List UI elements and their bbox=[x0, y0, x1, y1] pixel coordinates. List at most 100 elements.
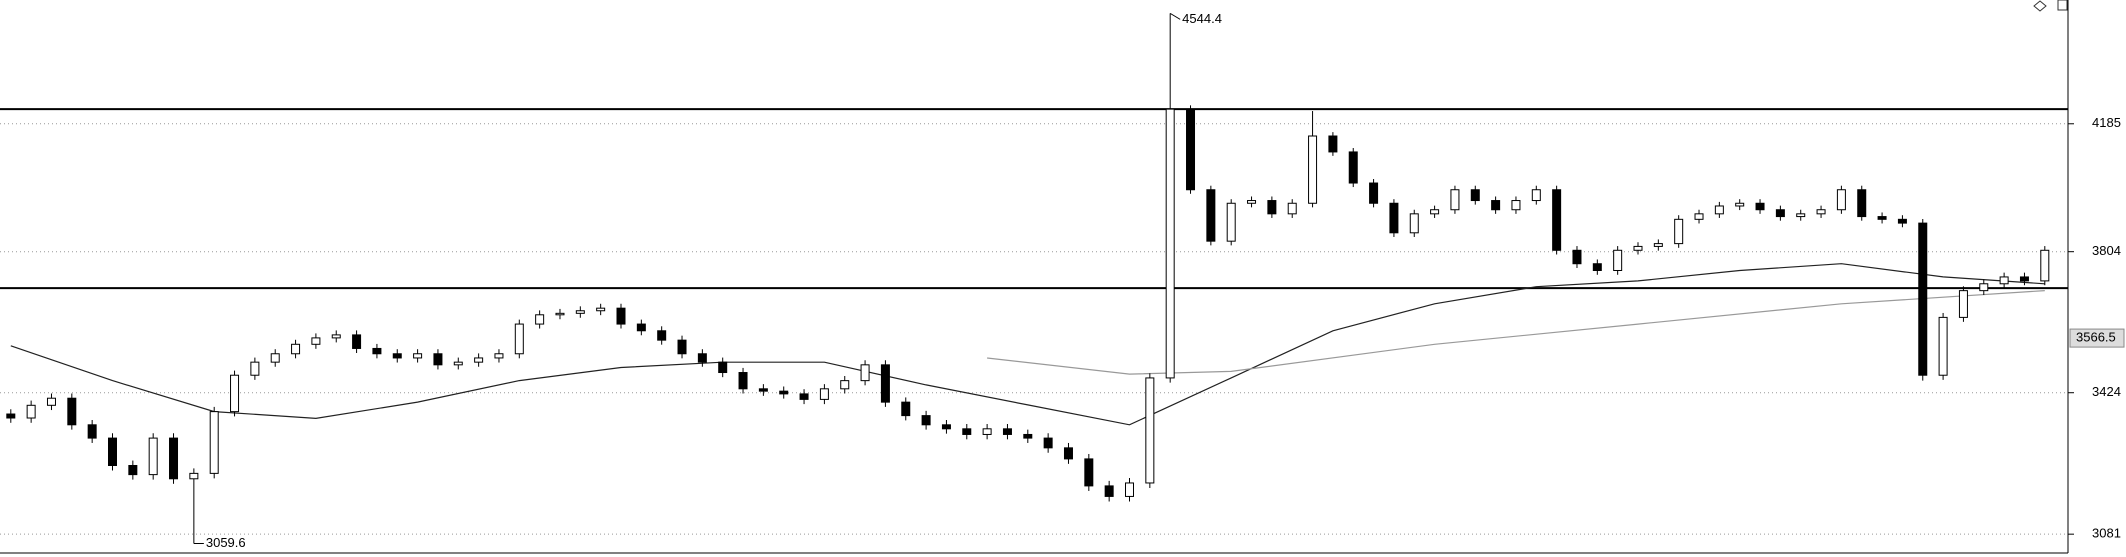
candle-body bbox=[189, 472, 199, 480]
candle-body bbox=[1125, 482, 1134, 497]
candle-body bbox=[1389, 202, 1399, 234]
candle-body bbox=[1287, 202, 1297, 215]
candle-body bbox=[392, 353, 402, 359]
y-tick-label: 4185 bbox=[2092, 115, 2121, 130]
candle-body bbox=[67, 397, 77, 426]
candle-body bbox=[2040, 249, 2050, 282]
icon[interactable] bbox=[2033, 0, 2047, 12]
candle-body bbox=[1613, 249, 1623, 271]
candle-body bbox=[1979, 283, 1989, 292]
candle-body bbox=[982, 428, 992, 435]
y-tick-label: 3081 bbox=[2092, 526, 2121, 541]
candle-body bbox=[738, 372, 748, 390]
candle-body bbox=[758, 388, 768, 392]
candle-body bbox=[514, 323, 524, 355]
candle-body bbox=[1572, 249, 1582, 265]
candle-body bbox=[1226, 202, 1236, 242]
candle-body bbox=[799, 393, 809, 400]
price-marker-label: 3566.5 bbox=[2076, 330, 2116, 345]
candle-body bbox=[1694, 213, 1704, 220]
candle-body bbox=[1491, 200, 1501, 211]
candle-body bbox=[108, 437, 117, 466]
high-pointer bbox=[1169, 12, 1181, 20]
candle-body bbox=[1247, 200, 1257, 204]
candle-body bbox=[1104, 485, 1114, 497]
candle-body bbox=[311, 337, 321, 345]
candle-body bbox=[535, 314, 545, 325]
moving-average bbox=[987, 290, 2045, 375]
candle-body bbox=[128, 464, 138, 476]
candle-body bbox=[1450, 189, 1460, 211]
candle-body bbox=[636, 323, 646, 332]
candle-body bbox=[921, 415, 931, 426]
candle-body bbox=[453, 361, 463, 366]
high-label: 4544.4 bbox=[1182, 11, 1222, 26]
candle-body bbox=[596, 307, 606, 312]
icon[interactable] bbox=[2057, 0, 2068, 11]
candle-body bbox=[270, 353, 280, 363]
candle-body bbox=[1328, 135, 1338, 153]
candle-body bbox=[901, 401, 911, 417]
candle-body bbox=[1145, 377, 1155, 484]
candle-body bbox=[1653, 243, 1663, 247]
candle-body bbox=[697, 353, 707, 363]
candle-body bbox=[1470, 189, 1480, 202]
candle-body bbox=[941, 424, 951, 430]
candle-body bbox=[1633, 245, 1643, 251]
candle-body bbox=[1714, 205, 1724, 215]
candle-body bbox=[616, 307, 626, 325]
candle-body bbox=[657, 330, 667, 341]
candle-body bbox=[1897, 218, 1907, 224]
candle-body bbox=[962, 428, 972, 435]
candle-body bbox=[148, 437, 158, 476]
candle-body bbox=[1084, 458, 1094, 487]
candle-body bbox=[209, 411, 219, 474]
candle-body bbox=[555, 312, 565, 316]
candle-body bbox=[169, 437, 179, 480]
candle-body bbox=[1063, 447, 1073, 460]
candle-body bbox=[87, 424, 97, 439]
candle-body bbox=[779, 390, 789, 395]
candle-body bbox=[1735, 202, 1745, 207]
candle-body bbox=[1958, 290, 1968, 318]
candle-body bbox=[880, 364, 890, 403]
candle-body bbox=[860, 364, 870, 382]
candle-body bbox=[1165, 108, 1175, 379]
candle-body bbox=[575, 310, 585, 314]
candle-body bbox=[1592, 263, 1602, 271]
candle-body bbox=[1857, 189, 1867, 218]
candle-body bbox=[1267, 200, 1277, 215]
candle-body bbox=[372, 347, 382, 355]
moving-average bbox=[10, 263, 2045, 426]
price-marker-box bbox=[2069, 328, 2125, 348]
candle-body bbox=[352, 334, 362, 349]
candle-body bbox=[1511, 200, 1521, 211]
candle-body bbox=[1308, 135, 1318, 204]
y-tick-label: 3804 bbox=[2092, 243, 2121, 258]
candle-body bbox=[1755, 202, 1765, 211]
candle-body bbox=[26, 404, 36, 419]
candle-body bbox=[1674, 218, 1684, 245]
candle-body bbox=[2019, 276, 2029, 282]
candle-body bbox=[1430, 209, 1440, 215]
candle-body bbox=[1531, 189, 1541, 202]
candle-body bbox=[230, 374, 240, 413]
candle-body bbox=[1775, 209, 1785, 218]
candle-body bbox=[677, 339, 687, 355]
candle-body bbox=[1043, 437, 1053, 449]
candle-body bbox=[413, 353, 423, 359]
candle-body bbox=[250, 361, 260, 376]
candle-body bbox=[1369, 182, 1379, 204]
candle-body bbox=[1206, 189, 1216, 242]
candle-body bbox=[1409, 213, 1419, 234]
candle-body bbox=[1796, 213, 1806, 218]
candle-body bbox=[1836, 189, 1846, 211]
candle-body bbox=[1816, 209, 1826, 215]
candle-body bbox=[1938, 316, 1948, 376]
candle-body bbox=[819, 388, 829, 400]
candle-body bbox=[474, 357, 484, 363]
candle-body bbox=[1023, 433, 1033, 439]
candle-body bbox=[718, 361, 728, 374]
candle-body bbox=[494, 353, 504, 359]
